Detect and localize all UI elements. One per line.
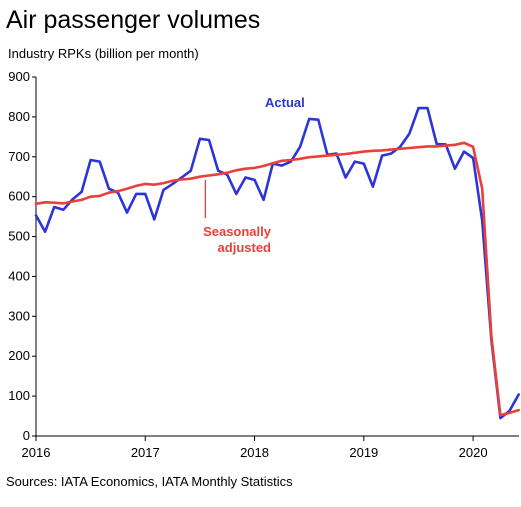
y-tick-label: 400: [8, 268, 30, 283]
y-tick-label: 0: [23, 428, 30, 443]
x-tick-label: 2020: [459, 445, 488, 460]
x-tick-label: 2018: [240, 445, 269, 460]
source-note: Sources: IATA Economics, IATA Monthly St…: [6, 474, 293, 489]
x-tick-label: 2019: [349, 445, 378, 460]
annotation-seasonally-adjusted-line1: Seasonally: [203, 224, 272, 239]
annotation-seasonally-adjusted-line2: adjusted: [218, 240, 272, 255]
series-line-seasonally-adjusted: [34, 141, 521, 417]
y-tick-label: 100: [8, 388, 30, 403]
y-tick-label: 200: [8, 348, 30, 363]
annotation-actual: Actual: [265, 95, 305, 110]
chart-title: Air passenger volumes: [6, 6, 261, 34]
y-tick-label: 900: [8, 69, 30, 84]
y-tick-label: 800: [8, 109, 30, 124]
y-tick-label: 500: [8, 229, 30, 244]
series-line-actual: [34, 106, 521, 420]
y-tick-label: 300: [8, 308, 30, 323]
x-tick-label: 2017: [131, 445, 160, 460]
y-tick-label: 600: [8, 189, 30, 204]
chart-subtitle: Industry RPKs (billion per month): [8, 46, 199, 61]
y-tick-label: 700: [8, 149, 30, 164]
x-tick-label: 2016: [22, 445, 51, 460]
